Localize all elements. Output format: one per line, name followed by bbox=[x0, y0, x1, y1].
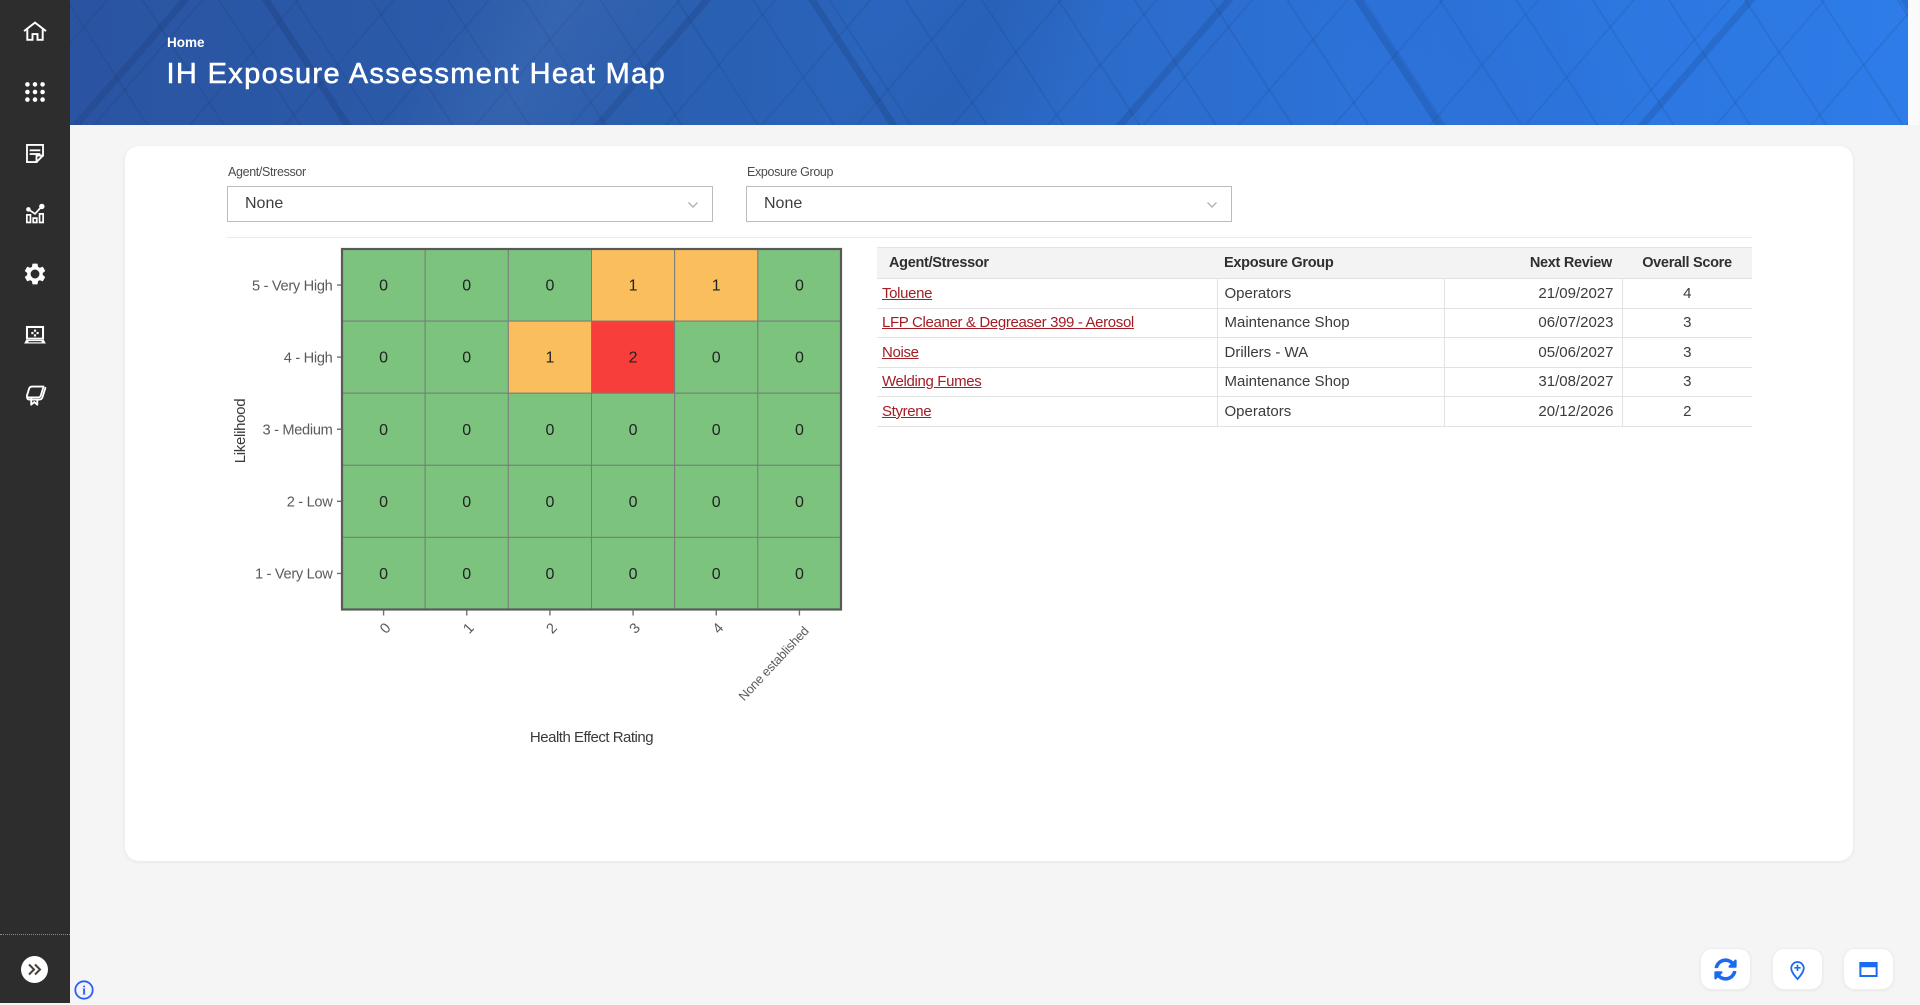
svg-text:1 - Very Low: 1 - Very Low bbox=[255, 567, 333, 583]
svg-text:0: 0 bbox=[629, 494, 638, 511]
svg-text:0: 0 bbox=[712, 494, 721, 511]
svg-text:0: 0 bbox=[545, 494, 554, 511]
svg-text:1: 1 bbox=[629, 278, 638, 295]
svg-text:0: 0 bbox=[379, 278, 388, 295]
svg-text:3: 3 bbox=[627, 620, 644, 637]
svg-text:0: 0 bbox=[379, 566, 388, 583]
svg-text:Health Effect Rating: Health Effect Rating bbox=[530, 729, 653, 746]
svg-text:0: 0 bbox=[462, 494, 471, 511]
svg-text:0: 0 bbox=[379, 422, 388, 439]
svg-text:0: 0 bbox=[629, 566, 638, 583]
svg-text:0: 0 bbox=[545, 566, 554, 583]
svg-text:2 - Low: 2 - Low bbox=[287, 495, 334, 511]
svg-text:0: 0 bbox=[377, 620, 394, 637]
svg-text:0: 0 bbox=[795, 278, 804, 295]
svg-text:0: 0 bbox=[629, 422, 638, 439]
svg-text:0: 0 bbox=[462, 422, 471, 439]
svg-text:5 - Very High: 5 - Very High bbox=[252, 278, 333, 294]
svg-text:4: 4 bbox=[710, 620, 727, 637]
svg-text:0: 0 bbox=[379, 494, 388, 511]
svg-text:0: 0 bbox=[379, 350, 388, 367]
svg-text:i: i bbox=[82, 983, 86, 998]
svg-text:4 - High: 4 - High bbox=[284, 350, 333, 366]
svg-text:Likelihood: Likelihood bbox=[232, 399, 249, 464]
svg-text:3 - Medium: 3 - Medium bbox=[263, 422, 333, 438]
svg-text:0: 0 bbox=[795, 422, 804, 439]
svg-text:1: 1 bbox=[460, 620, 477, 637]
svg-text:0: 0 bbox=[712, 566, 721, 583]
svg-text:0: 0 bbox=[712, 422, 721, 439]
svg-text:0: 0 bbox=[545, 422, 554, 439]
svg-text:0: 0 bbox=[795, 494, 804, 511]
svg-text:2: 2 bbox=[629, 350, 638, 367]
svg-text:2: 2 bbox=[544, 620, 561, 637]
svg-text:1: 1 bbox=[712, 278, 721, 295]
svg-text:0: 0 bbox=[545, 278, 554, 295]
svg-text:0: 0 bbox=[712, 350, 721, 367]
svg-text:1: 1 bbox=[545, 350, 554, 367]
svg-text:0: 0 bbox=[795, 566, 804, 583]
svg-text:0: 0 bbox=[795, 350, 804, 367]
svg-text:None established: None established bbox=[735, 623, 811, 703]
svg-text:0: 0 bbox=[462, 566, 471, 583]
svg-text:0: 0 bbox=[462, 278, 471, 295]
svg-text:0: 0 bbox=[462, 350, 471, 367]
